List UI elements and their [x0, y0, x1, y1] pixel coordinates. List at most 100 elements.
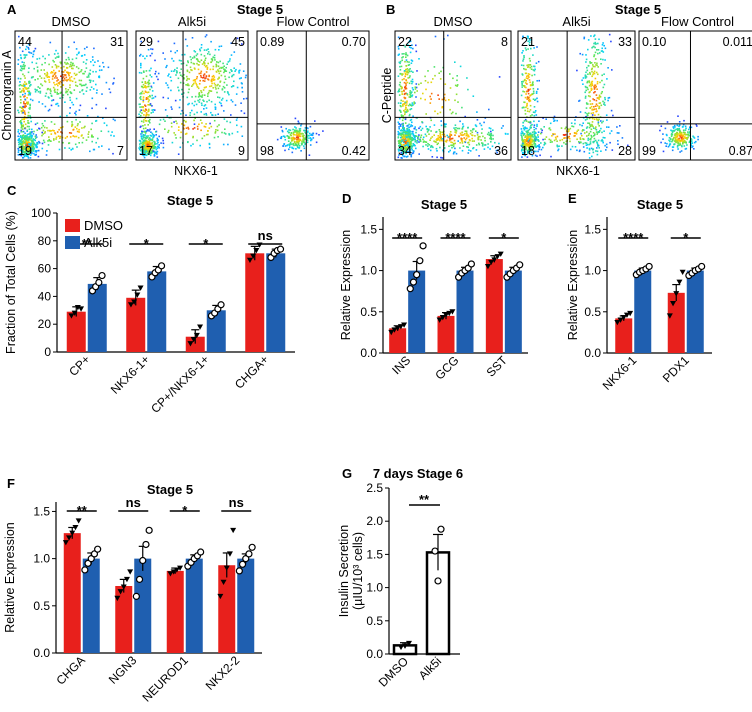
- density-dot: [153, 143, 156, 146]
- density-dot: [75, 113, 77, 116]
- density-dot: [21, 145, 24, 148]
- density-dot: [187, 60, 189, 62]
- y-tick-label: 2.0: [366, 514, 383, 528]
- density-dot: [582, 77, 585, 79]
- density-dots: [276, 117, 324, 156]
- density-dot: [596, 62, 598, 65]
- density-dot: [196, 58, 199, 60]
- density-dot: [456, 75, 458, 77]
- density-dot: [139, 146, 142, 149]
- density-dot: [34, 88, 36, 91]
- density-dot: [600, 58, 602, 60]
- density-dot: [402, 146, 404, 148]
- density-dot: [140, 153, 143, 155]
- density-dot: [602, 120, 604, 123]
- density-dot: [213, 82, 216, 85]
- density-dot: [144, 153, 146, 155]
- density-dot: [41, 147, 44, 150]
- density-dot: [56, 56, 58, 58]
- density-dot: [399, 147, 402, 150]
- density-dot: [482, 143, 484, 146]
- density-dot: [152, 109, 155, 111]
- density-dot: [71, 121, 73, 123]
- density-dot: [409, 96, 412, 98]
- density-dot: [73, 72, 76, 75]
- density-dot: [214, 114, 217, 116]
- density-dot: [140, 64, 142, 67]
- density-dot: [429, 139, 431, 141]
- density-dot: [432, 78, 434, 80]
- density-dot: [402, 103, 405, 105]
- density-dot: [461, 140, 464, 142]
- density-dot: [95, 141, 97, 144]
- density-dot: [679, 131, 682, 134]
- density-dot: [409, 125, 412, 128]
- density-dot: [611, 69, 613, 71]
- data-point: [413, 271, 421, 279]
- density-dot: [139, 106, 141, 108]
- density-dot: [203, 94, 206, 96]
- density-dot: [139, 97, 141, 99]
- density-dot: [147, 98, 149, 100]
- density-dot: [592, 98, 594, 100]
- density-dot: [521, 82, 523, 85]
- density-dot: [161, 137, 164, 140]
- density-dot: [436, 138, 438, 140]
- density-dot: [592, 72, 595, 74]
- density-dot: [484, 117, 487, 119]
- density-dot: [590, 87, 593, 90]
- density-dot: [145, 112, 148, 114]
- density-dot: [49, 88, 51, 91]
- density-dot: [20, 67, 23, 69]
- density-dot: [409, 148, 411, 151]
- density-dot: [684, 129, 687, 131]
- density-dot: [306, 134, 308, 137]
- data-point: [132, 592, 140, 600]
- density-dot: [534, 143, 537, 146]
- density-dot: [19, 88, 21, 90]
- density-dot: [149, 154, 152, 157]
- density-dot: [528, 100, 531, 103]
- density-dot: [144, 147, 146, 150]
- density-dot: [540, 148, 543, 151]
- density-dot: [218, 67, 221, 70]
- density-dot: [411, 60, 414, 62]
- density-dot: [402, 140, 404, 142]
- density-dot: [301, 142, 303, 144]
- density-dot: [594, 41, 597, 44]
- density-dot: [100, 69, 103, 71]
- density-dot: [404, 118, 407, 121]
- density-dot: [465, 134, 468, 137]
- density-dot: [540, 132, 542, 135]
- density-dot: [66, 135, 68, 138]
- density-dot: [26, 129, 29, 132]
- density-dot: [452, 145, 455, 148]
- density-dot: [302, 141, 305, 143]
- density-dot: [57, 55, 60, 58]
- density-dot: [203, 100, 205, 102]
- density-dot: [398, 61, 401, 64]
- density-dot: [454, 128, 456, 131]
- density-dot: [596, 150, 599, 153]
- significance-label: *: [182, 503, 188, 518]
- density-dot: [41, 134, 43, 137]
- density-dot: [529, 88, 532, 90]
- density-dot: [399, 133, 401, 136]
- quadrant-upper-left: 22: [398, 35, 412, 49]
- density-dot: [29, 157, 32, 159]
- density-dot: [466, 133, 468, 135]
- data-point: [250, 253, 257, 259]
- density-dot: [241, 43, 243, 45]
- density-dot: [589, 142, 592, 145]
- density-dot: [408, 138, 410, 141]
- density-dot: [48, 63, 50, 66]
- density-dot: [304, 131, 306, 134]
- density-dot: [106, 124, 108, 127]
- density-dot: [401, 87, 403, 89]
- density-dot: [507, 133, 509, 135]
- density-dot: [406, 143, 408, 145]
- panel-title: Stage 5: [237, 2, 283, 17]
- density-dot: [83, 72, 85, 75]
- density-dot: [682, 137, 685, 140]
- y-tick-label: 0.5: [584, 305, 601, 319]
